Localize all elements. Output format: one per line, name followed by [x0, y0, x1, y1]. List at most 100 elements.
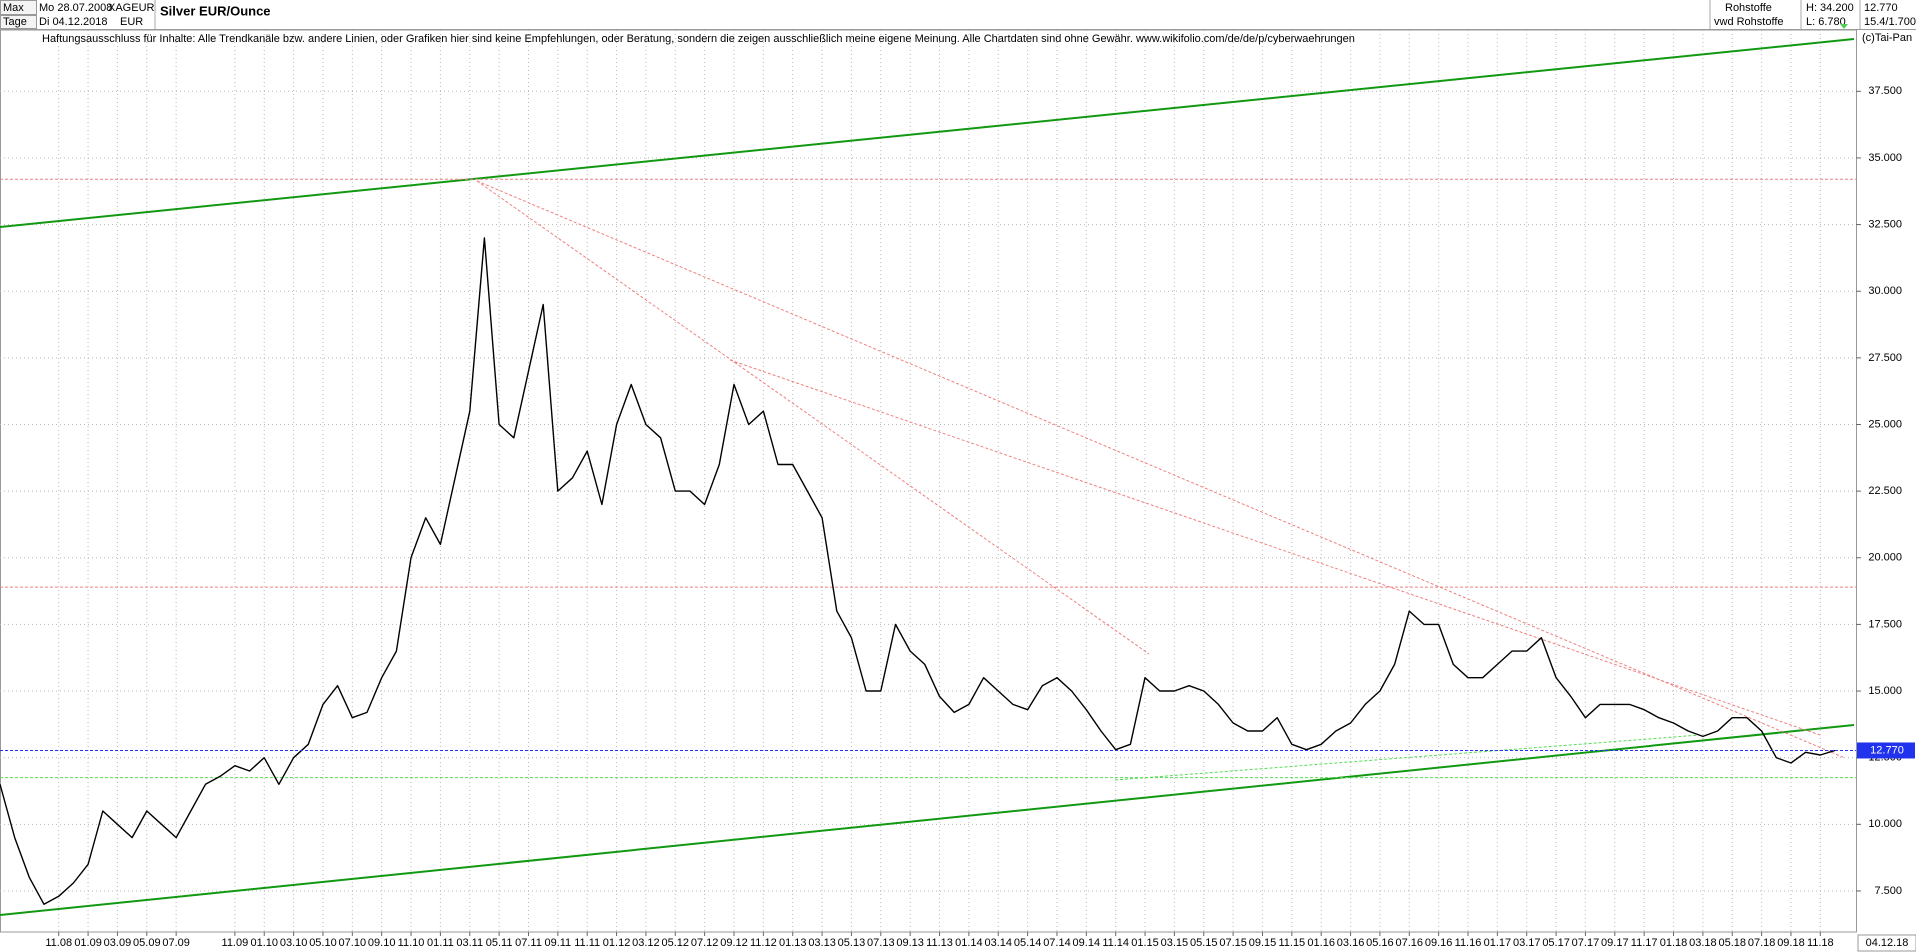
- y-tick-label: 17.500: [1868, 618, 1902, 630]
- x-tick-label: 05.15: [1190, 937, 1218, 949]
- x-tick-label: 01.12: [603, 937, 631, 949]
- x-tick-label: 09.18: [1777, 937, 1805, 949]
- x-tick-label: 09.17: [1601, 937, 1629, 949]
- price-line: [0, 237, 1836, 905]
- x-tick-label: 03.12: [632, 937, 660, 949]
- x-tick-label: 11.08: [45, 937, 72, 949]
- x-tick-label: 11.16: [1455, 937, 1482, 949]
- x-tick-label: 01.10: [250, 937, 278, 949]
- x-tick-label: 09.12: [720, 937, 748, 949]
- end-date: Di 04.12.2018: [39, 16, 108, 28]
- x-tick-label: 05.18: [1718, 937, 1746, 949]
- interval[interactable]: Tage: [3, 16, 27, 28]
- marker: [1840, 24, 1848, 29]
- x-tick-label: 05.11: [486, 937, 513, 949]
- axis-end-date: 04.12.18: [1866, 937, 1909, 949]
- y-tick-label: 32.500: [1868, 218, 1902, 230]
- y-tick-label: 30.000: [1868, 285, 1902, 297]
- x-tick-label: 07.18: [1748, 937, 1776, 949]
- y-tick-label: 35.000: [1868, 152, 1902, 164]
- disclaimer: Haftungsausschluss für Inhalte: Alle Tre…: [42, 33, 1355, 45]
- low: L: 6.780: [1806, 16, 1846, 28]
- x-tick-label: 11.15: [1278, 937, 1305, 949]
- x-tick-label: 01.09: [74, 937, 102, 949]
- x-tick-label: 01.11: [427, 937, 454, 949]
- x-tick-label: 03.10: [280, 937, 308, 949]
- trend-line: [729, 359, 1821, 736]
- x-tick-label: 03.18: [1689, 937, 1717, 949]
- x-tick-label: 11.13: [926, 937, 953, 949]
- y-tick-label: 20.000: [1868, 552, 1902, 564]
- x-tick-label: 01.16: [1307, 937, 1335, 949]
- y-tick-label: 25.000: [1868, 418, 1902, 430]
- symbol: XAGEUR: [108, 2, 155, 14]
- range[interactable]: Max: [3, 2, 24, 14]
- interval-select[interactable]: [0, 15, 37, 29]
- x-tick-label: 05.14: [1014, 937, 1042, 949]
- currency: EUR: [120, 16, 143, 28]
- x-tick-label: 07.12: [691, 937, 719, 949]
- x-tick-label: 07.13: [867, 937, 895, 949]
- y-tick-label: 7.500: [1874, 885, 1902, 897]
- x-tick-label: 07.10: [339, 937, 367, 949]
- high: H: 34.200: [1806, 2, 1854, 14]
- plot-frame: [0, 29, 1857, 933]
- x-tick-label: 03.13: [808, 937, 836, 949]
- copyright: (c)Tai-Pan: [1862, 32, 1912, 44]
- y-tick-label: 10.000: [1868, 818, 1902, 830]
- x-tick-label: 03.14: [984, 937, 1012, 949]
- x-tick-label: 07.14: [1043, 937, 1071, 949]
- chart-title: Silver EUR/Ounce: [160, 3, 271, 18]
- x-tick-label: 03.16: [1337, 937, 1365, 949]
- x-tick-label: 05.13: [838, 937, 866, 949]
- x-tick-label: 01.17: [1484, 937, 1512, 949]
- x-tick-label: 07.11: [515, 937, 542, 949]
- y-tick-label: 27.500: [1868, 352, 1902, 364]
- x-tick-label: 09.13: [896, 937, 924, 949]
- marks: [0, 178, 1856, 905]
- x-tick-label: 11.14: [1102, 937, 1129, 949]
- x-tick-label: 01.13: [779, 937, 807, 949]
- x-tick-label: 03.17: [1513, 937, 1541, 949]
- x-tick-label: 05.09: [133, 937, 161, 949]
- x-tick-label: 01.14: [955, 937, 983, 949]
- x-tick-label: 07.17: [1572, 937, 1600, 949]
- trend-line: [476, 180, 1846, 759]
- x-tick-label: 05.16: [1366, 937, 1394, 949]
- x-tick-label: 07.16: [1396, 937, 1424, 949]
- trend-line: [1114, 734, 1701, 781]
- x-tick-label: 03.09: [104, 937, 132, 949]
- trend-line: [0, 724, 1855, 916]
- x-tick-label: 09.16: [1425, 937, 1453, 949]
- x-tick-label: 09.10: [368, 937, 396, 949]
- x-tick-label: 07.15: [1219, 937, 1247, 949]
- x-tick-label: 03.11: [456, 937, 483, 949]
- x-tick-label: 07.09: [162, 937, 190, 949]
- range-select[interactable]: [0, 0, 37, 15]
- last-price-label: 12.770: [1870, 744, 1904, 756]
- x-tick-label: 09.14: [1073, 937, 1101, 949]
- last-price-box: [1857, 742, 1915, 759]
- x-tick-label: 03.15: [1161, 937, 1189, 949]
- x-tick-label: 09.11: [544, 937, 571, 949]
- x-tick-label: 11.12: [750, 937, 777, 949]
- x-tick-label: 11.10: [398, 937, 425, 949]
- x-tick-label: 01.15: [1131, 937, 1159, 949]
- x-tick-label: 11.11: [574, 937, 600, 949]
- last: 12.770: [1864, 2, 1898, 14]
- trend-line: [476, 180, 1150, 655]
- x-tick-label: 05.17: [1542, 937, 1570, 949]
- category: Rohstoffe: [1725, 2, 1772, 14]
- x-tick-label: 09.15: [1249, 937, 1277, 949]
- x-tick-label: 01.18: [1660, 937, 1688, 949]
- start-date: Mo 28.07.2008: [39, 2, 112, 14]
- ratio: 15.4/1.700: [1864, 16, 1916, 28]
- x-tick-label: 11.09: [222, 937, 249, 949]
- x-tick-label: 11.17: [1631, 937, 1658, 949]
- x-tick-label: 05.12: [662, 937, 690, 949]
- x-tick-label: 05.10: [309, 937, 337, 949]
- source: vwd Rohstoffe: [1714, 16, 1784, 28]
- axis-end-box: [1857, 934, 1916, 952]
